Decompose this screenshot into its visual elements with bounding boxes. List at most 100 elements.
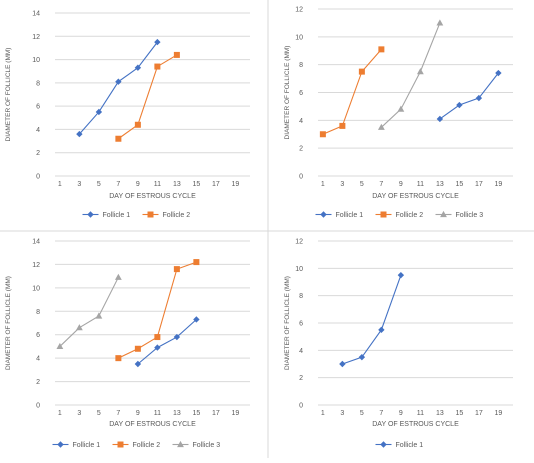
y-tick-label: 0 (299, 403, 303, 410)
data-point (115, 355, 122, 362)
y-tick-label: 12 (32, 34, 40, 41)
y-tick-label: 6 (36, 332, 40, 339)
y-tick-label: 10 (295, 34, 303, 41)
data-point (134, 64, 142, 71)
y-tick-label: 0 (299, 174, 303, 181)
y-tick-label: 2 (36, 150, 40, 157)
x-tick-label: 9 (399, 410, 403, 417)
y-tick-label: 4 (299, 118, 303, 125)
x-tick-label: 7 (116, 181, 120, 188)
legend-marker (380, 441, 387, 448)
x-tick-label: 3 (77, 410, 81, 417)
y-axis-title: DIAMETER OF FOLLICLE (MM) (284, 276, 291, 370)
series-line-follicle-2 (322, 48, 382, 135)
y-tick-label: 8 (36, 309, 40, 316)
x-tick-label: 5 (97, 410, 101, 417)
data-point (456, 101, 463, 109)
x-tick-label: 3 (77, 181, 81, 188)
x-tick-label: 3 (340, 410, 344, 417)
x-tick-label: 15 (455, 181, 463, 188)
series-line-follicle-1 (137, 319, 197, 365)
series-line-follicle-2 (118, 54, 178, 140)
legend-label: Follicle 1 (73, 442, 101, 449)
y-tick-label: 6 (36, 104, 40, 111)
series-line-follicle-3 (381, 22, 441, 128)
data-point (319, 131, 326, 138)
y-tick-label: 10 (32, 57, 40, 64)
data-point (495, 69, 502, 77)
x-tick-label: 13 (436, 410, 444, 417)
data-point (436, 115, 444, 123)
x-tick-label: 19 (231, 181, 239, 188)
x-tick-label: 9 (136, 181, 140, 188)
data-point (154, 63, 161, 70)
y-tick-label: 14 (32, 11, 40, 18)
data-point (378, 46, 385, 53)
x-tick-label: 19 (494, 410, 502, 417)
x-tick-label: 7 (379, 181, 383, 188)
x-tick-label: 1 (58, 410, 62, 417)
y-tick-label: 4 (36, 127, 40, 134)
legend-label: Follicle 3 (456, 212, 484, 219)
data-point (154, 344, 161, 351)
x-tick-label: 7 (116, 410, 120, 417)
x-tick-label: 1 (58, 181, 62, 188)
x-tick-label: 15 (455, 410, 463, 417)
data-point (134, 345, 141, 352)
x-tick-label: 1 (321, 181, 325, 188)
data-point (475, 94, 483, 102)
legend-label: Follicle 3 (193, 442, 221, 449)
y-axis-title: DIAMETER OF FOLLICLE (MM) (5, 276, 12, 370)
legend-marker (177, 440, 184, 448)
data-point (75, 324, 83, 331)
x-axis-title: DAY OF ESTROUS CYCLE (372, 193, 459, 200)
x-tick-label: 9 (136, 410, 140, 417)
y-tick-label: 8 (36, 80, 40, 87)
legend-marker (117, 441, 124, 448)
x-tick-label: 13 (173, 410, 181, 417)
data-point (173, 266, 180, 273)
data-point (193, 316, 200, 323)
data-point (436, 19, 444, 26)
data-point (134, 360, 142, 368)
y-tick-label: 14 (32, 239, 40, 246)
series-line-follicle-1 (439, 72, 499, 120)
legend-label: Follicle 2 (396, 212, 424, 219)
data-point (397, 271, 405, 279)
y-tick-label: 2 (36, 379, 40, 386)
legend-marker (440, 210, 447, 218)
y-tick-label: 6 (299, 90, 303, 97)
x-tick-label: 13 (436, 181, 444, 188)
x-tick-label: 11 (154, 410, 161, 417)
y-tick-label: 8 (299, 62, 303, 69)
x-tick-label: 17 (475, 181, 483, 188)
data-point (154, 38, 161, 46)
y-tick-label: 12 (295, 239, 303, 246)
x-tick-label: 15 (192, 181, 200, 188)
data-point (95, 312, 103, 319)
data-point (377, 123, 385, 130)
data-point (358, 68, 365, 75)
x-tick-label: 7 (379, 410, 383, 417)
series-line-follicle-3 (59, 277, 119, 347)
y-tick-label: 10 (32, 285, 40, 292)
data-point (173, 51, 180, 58)
data-point (154, 334, 161, 341)
legend-label: Follicle 2 (133, 442, 161, 449)
data-point (193, 259, 200, 266)
x-tick-label: 19 (231, 410, 239, 417)
x-tick-label: 1 (321, 410, 325, 417)
x-tick-label: 9 (399, 181, 403, 188)
data-point (115, 135, 122, 142)
y-tick-label: 2 (299, 375, 303, 382)
legend-label: Follicle 1 (396, 442, 424, 449)
y-tick-label: 4 (299, 348, 303, 355)
y-tick-label: 6 (299, 321, 303, 328)
legend-marker (57, 441, 64, 448)
